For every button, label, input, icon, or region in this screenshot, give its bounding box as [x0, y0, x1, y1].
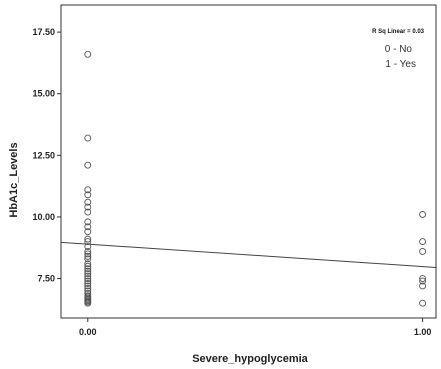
data-point — [84, 272, 92, 280]
plot-area-frame — [60, 4, 437, 319]
data-point — [84, 186, 92, 194]
data-point — [84, 277, 92, 285]
y-axis-title: HbA1c_Levels — [8, 142, 20, 217]
data-point — [84, 208, 92, 216]
data-point — [84, 284, 92, 292]
data-point — [84, 223, 92, 231]
data-point — [419, 275, 427, 283]
data-point — [84, 238, 92, 246]
y-axis-ticks: 7.50 10.00 12.50 15.00 17.50 — [32, 27, 61, 284]
data-point — [84, 50, 92, 58]
data-point — [84, 299, 92, 307]
data-point — [84, 248, 92, 255]
data-point — [84, 191, 92, 199]
data-point — [84, 235, 92, 243]
data-point — [84, 203, 92, 211]
data-point — [84, 282, 92, 290]
data-point — [84, 243, 92, 250]
x-tick-label: 0.00 — [79, 327, 97, 337]
fit-line — [60, 241, 437, 268]
y-tick-label: 7.50 — [37, 274, 55, 284]
legend-line-yes: 1 - Yes — [385, 59, 416, 70]
data-point — [84, 265, 92, 273]
data-point — [84, 134, 92, 142]
data-point — [84, 275, 92, 283]
data-point — [419, 248, 427, 255]
y-tick-label: 10.00 — [32, 212, 55, 222]
r-squared-annotation: R Sq Linear = 0.03 — [372, 29, 425, 35]
legend-line-no: 0 - No — [385, 44, 413, 55]
data-point — [84, 270, 92, 278]
data-point — [419, 238, 427, 246]
y-tick-label: 15.00 — [32, 89, 55, 99]
data-points — [84, 50, 427, 307]
data-point — [84, 267, 92, 275]
x-axis-ticks: 0.00 1.00 — [79, 318, 431, 337]
data-point — [84, 262, 92, 270]
data-point — [84, 252, 92, 260]
data-point — [84, 250, 92, 258]
data-point — [84, 228, 92, 236]
data-point — [419, 299, 427, 307]
data-point — [419, 282, 427, 290]
data-point — [419, 211, 427, 218]
x-axis-title: Severe_hypoglycemia — [192, 353, 308, 365]
data-point — [84, 198, 92, 206]
y-tick-label: 12.50 — [32, 150, 55, 160]
data-point — [84, 255, 92, 263]
data-point — [84, 260, 92, 268]
data-point — [84, 218, 92, 226]
x-tick-label: 1.00 — [414, 327, 432, 337]
data-point — [84, 161, 92, 169]
data-point — [419, 277, 427, 285]
y-tick-label: 17.50 — [32, 27, 55, 37]
data-point — [84, 280, 92, 287]
